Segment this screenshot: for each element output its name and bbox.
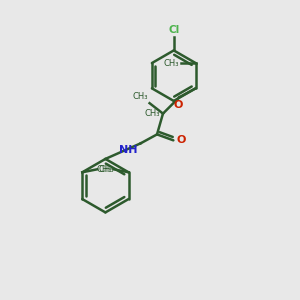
Text: O: O [173, 100, 182, 110]
Text: CH₃: CH₃ [164, 58, 179, 68]
Text: Cl: Cl [168, 25, 179, 35]
Text: NH: NH [118, 145, 137, 155]
Text: CH₃: CH₃ [99, 165, 114, 174]
Text: O: O [177, 135, 186, 145]
Text: CH₃: CH₃ [145, 109, 160, 118]
Text: CH₃: CH₃ [97, 165, 112, 174]
Text: CH₃: CH₃ [133, 92, 148, 101]
